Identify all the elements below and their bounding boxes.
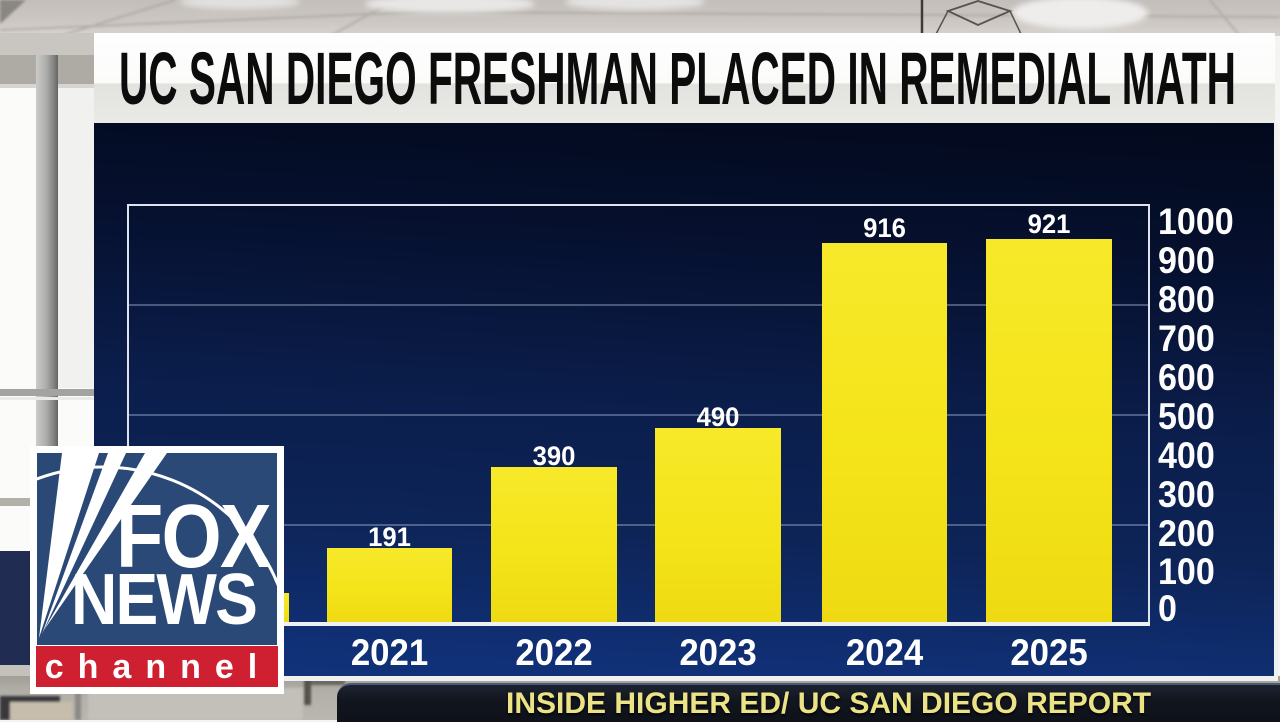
svg-text:channel: channel (45, 648, 271, 686)
svg-text:NEWS: NEWS (71, 560, 256, 640)
svg-text:FOX: FOX (116, 486, 272, 587)
